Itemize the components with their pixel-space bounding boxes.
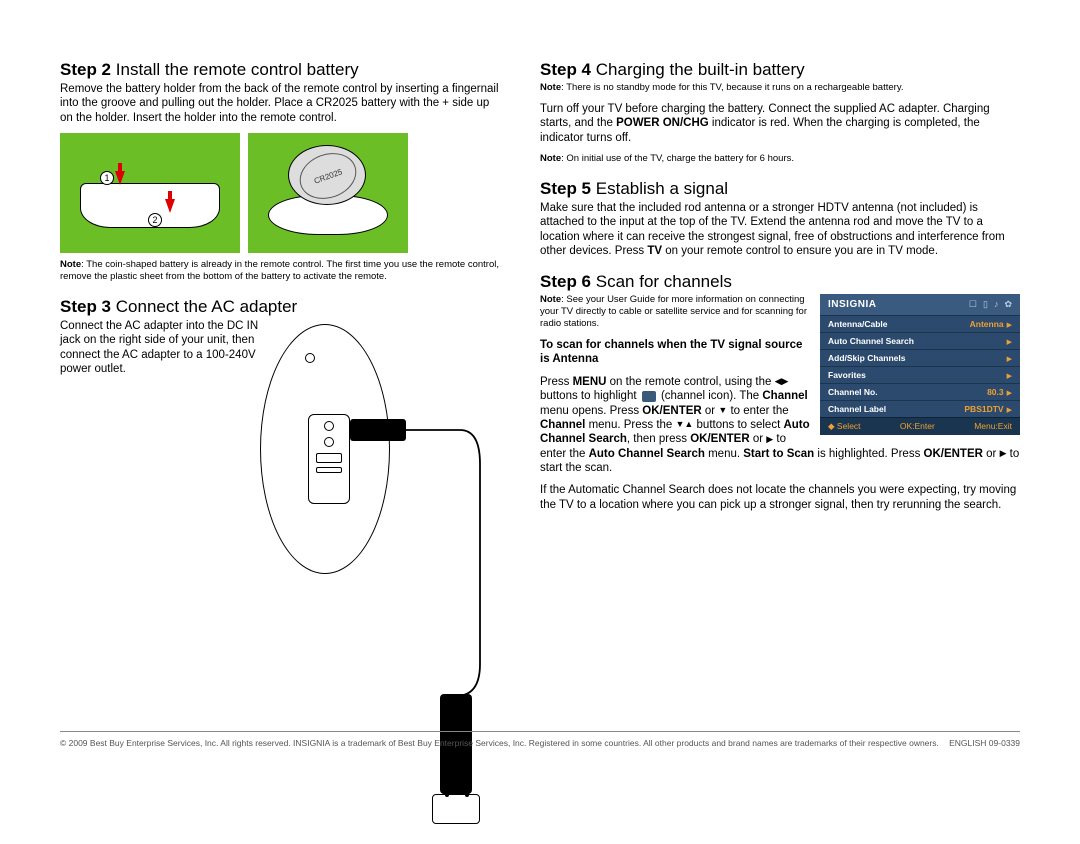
signal-icon: ▯	[983, 299, 988, 310]
step4-num: Step 4	[540, 60, 591, 79]
channel-menu-screenshot: INSIGNIA ☐ ▯ ♪ ✿ Antenna/CableAntenna▶Au…	[820, 294, 1020, 435]
ac-adapter-illustration	[60, 324, 440, 744]
step4-title: Step 4 Charging the built-in battery	[540, 60, 1020, 80]
step4-note1-text: : There is no standby mode for this TV, …	[561, 82, 903, 93]
step5-title: Step 5 Establish a signal	[540, 179, 1020, 199]
step4-note1: Note: There is no standby mode for this …	[540, 82, 1020, 94]
step4-note1-label: Note	[540, 82, 561, 93]
menu-row: Antenna/CableAntenna▶	[820, 315, 1020, 332]
step6-block: Step 6 Scan for channels INSIGNIA ☐ ▯ ♪ …	[540, 272, 1020, 520]
doc-id: ENGLISH 09-0339	[949, 738, 1020, 748]
step6-p2: If the Automatic Channel Search does not…	[540, 483, 1020, 512]
menu-row: Channel No.80.3▶	[820, 383, 1020, 400]
step6-title-text: Scan for channels	[596, 272, 732, 291]
channel-icon	[642, 391, 656, 402]
menu-row: Channel LabelPBS1DTV▶	[820, 400, 1020, 417]
step3-num: Step 3	[60, 297, 111, 316]
right-column: Step 4 Charging the built-in battery Not…	[540, 60, 1020, 758]
menu-footer-select: ◆ Select	[828, 421, 861, 432]
menu-logo: INSIGNIA	[828, 299, 876, 310]
left-column: Step 2 Install the remote control batter…	[60, 60, 500, 758]
menu-row: Add/Skip Channels▶	[820, 349, 1020, 366]
menu-row: Favorites▶	[820, 366, 1020, 383]
up-down-icon: ▼▲	[676, 419, 694, 430]
down-icon: ▼	[718, 405, 727, 416]
step6-note-label: Note	[540, 294, 561, 305]
battery-label: CR2025	[293, 146, 363, 207]
step5-body: Make sure that the included rod antenna …	[540, 201, 1020, 259]
step2-num: Step 2	[60, 60, 111, 79]
menu-header: INSIGNIA ☐ ▯ ♪ ✿	[820, 294, 1020, 315]
page-content: Step 2 Install the remote control batter…	[0, 0, 1080, 798]
step3-block: Step 3 Connect the AC adapter Connect th…	[60, 297, 500, 745]
audio-icon: ♪	[994, 299, 999, 310]
step4-note2-label: Note	[540, 153, 561, 164]
menu-header-icons: ☐ ▯ ♪ ✿	[969, 299, 1012, 310]
step2-note-text: : The coin-shaped battery is already in …	[60, 259, 499, 282]
step6-num: Step 6	[540, 272, 591, 291]
step6-note-text: : See your User Guide for more informati…	[540, 294, 807, 329]
step3-title: Step 3 Connect the AC adapter	[60, 297, 500, 317]
left-right-icon: ◀▶	[775, 376, 789, 387]
step6-title: Step 6 Scan for channels	[540, 272, 1020, 292]
battery-illustration: CR2025	[248, 133, 408, 253]
menu-rows: Antenna/CableAntenna▶Auto Channel Search…	[820, 315, 1020, 417]
step2-note: Note: The coin-shaped battery is already…	[60, 259, 500, 283]
copyright-text: © 2009 Best Buy Enterprise Services, Inc…	[60, 738, 939, 748]
step2-title: Step 2 Install the remote control batter…	[60, 60, 500, 80]
step4-block: Step 4 Charging the built-in battery Not…	[540, 60, 1020, 165]
step5-num: Step 5	[540, 179, 591, 198]
step2-block: Step 2 Install the remote control batter…	[60, 60, 500, 283]
tv-icon: ☐	[969, 299, 977, 310]
step2-title-text: Install the remote control battery	[116, 60, 359, 79]
menu-footer-ok: OK:Enter	[900, 421, 935, 432]
step4-note2: Note: On initial use of the TV, charge t…	[540, 153, 1020, 165]
gear-icon: ✿	[1004, 299, 1012, 310]
remote-illustration: 1 2	[60, 133, 240, 253]
step2-body: Remove the battery holder from the back …	[60, 82, 500, 125]
step5-title-text: Establish a signal	[596, 179, 728, 198]
step3-title-text: Connect the AC adapter	[116, 297, 297, 316]
cable-path	[60, 324, 500, 844]
step2-illustrations: 1 2 CR2025	[60, 133, 500, 253]
step4-body: Turn off your TV before charging the bat…	[540, 102, 1020, 145]
step4-note2-text: : On initial use of the TV, charge the b…	[561, 153, 794, 164]
menu-row: Auto Channel Search▶	[820, 332, 1020, 349]
menu-footer-exit: Menu:Exit	[974, 421, 1012, 432]
menu-footer: ◆ Select OK:Enter Menu:Exit	[820, 417, 1020, 435]
page-footer: © 2009 Best Buy Enterprise Services, Inc…	[60, 731, 1020, 748]
step5-block: Step 5 Establish a signal Make sure that…	[540, 179, 1020, 259]
step4-title-text: Charging the built-in battery	[596, 60, 805, 79]
step2-note-label: Note	[60, 259, 81, 270]
